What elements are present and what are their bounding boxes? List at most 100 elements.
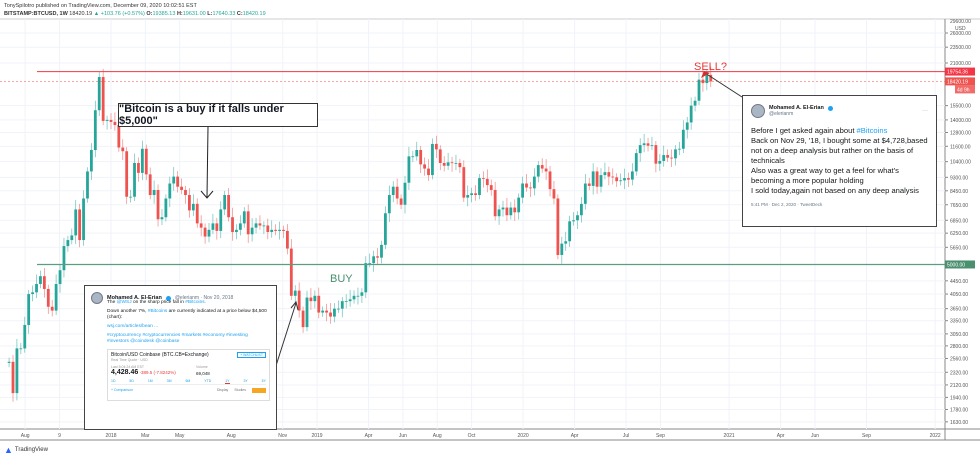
range-tab[interactable]: 1Y <box>225 379 230 384</box>
x-tick-label: Mar <box>141 433 150 439</box>
candle-body <box>301 310 305 328</box>
range-tab[interactable]: 3Y <box>243 379 248 383</box>
candle-body <box>670 157 673 159</box>
y-tick-label: 7650.00 <box>950 203 968 209</box>
candle-body <box>532 176 536 189</box>
avatar <box>91 292 103 304</box>
candle-body <box>86 171 89 199</box>
hashtag[interactable]: #Bitcoins <box>856 126 888 135</box>
hashtag[interactable]: #Bitcoins. <box>185 300 207 305</box>
open-value: 19385.13 <box>152 11 176 17</box>
candle-body <box>509 207 513 216</box>
candle-body <box>548 171 552 190</box>
x-tick-label: Sep <box>862 433 871 439</box>
x-tick-label: Jul <box>623 433 629 439</box>
t1-text: Down another 7%, <box>107 309 148 314</box>
y-tick-label: 1630.00 <box>950 420 968 426</box>
range-tab[interactable]: 6M <box>185 379 191 383</box>
candle-body <box>140 148 144 173</box>
range-tab[interactable]: 5D <box>129 379 134 383</box>
candle-body <box>74 209 78 236</box>
range-tab[interactable]: 3M <box>166 379 172 383</box>
x-tick-label: 2022 <box>930 433 941 439</box>
candle-body <box>485 178 489 186</box>
candle-body <box>227 195 230 218</box>
tweet-dec-2020: Mohamed A. El-Erian @elerianm ··· Before I… <box>742 95 937 227</box>
candle-body <box>333 308 336 317</box>
x-tick-label: 2021 <box>724 433 735 439</box>
candle-body <box>442 163 446 166</box>
candle-body <box>297 290 301 311</box>
y-tick-label: 2120.00 <box>950 383 968 389</box>
range-tab[interactable]: 1D <box>111 379 116 383</box>
y-tick-label: 4050.00 <box>950 292 968 298</box>
studies-button[interactable]: Studies <box>234 388 246 392</box>
chart-header: TonySpilotro published on TradingView.co… <box>4 2 266 18</box>
more-icon[interactable]: ··· <box>922 108 928 114</box>
sell-arrowhead <box>701 71 710 78</box>
candle-body <box>172 176 176 184</box>
avatar <box>751 104 765 118</box>
low-value: 17640.33 <box>212 11 236 17</box>
candle-body <box>395 186 399 199</box>
tweet-author: Mohamed A. El-Erian <box>769 105 824 111</box>
candle-body <box>415 149 419 157</box>
card-volume: 69,048 <box>196 371 210 376</box>
candle-body <box>603 172 607 176</box>
candle-body <box>215 223 219 231</box>
watchlist-button[interactable]: + WATCHLIST <box>237 352 266 358</box>
candle-body <box>144 148 148 175</box>
candle-body <box>90 149 93 172</box>
verified-icon <box>827 105 833 111</box>
candle-body <box>97 77 101 111</box>
price-change: ▲ +103.76 (+0.57%) <box>93 11 145 17</box>
article-link[interactable]: wsj.com/articles/bean ... <box>107 324 159 329</box>
quote-card[interactable]: Bitcoin/USD Coinbase (BTC.CB=Exchange) R… <box>107 349 270 401</box>
y-tick-label: 26000.00 <box>950 31 971 37</box>
candle-body <box>685 122 689 130</box>
candle-body <box>391 186 395 196</box>
candle-body <box>258 223 262 226</box>
candle-body <box>419 149 423 165</box>
candle-body <box>117 125 121 148</box>
candle-body <box>317 295 321 313</box>
candle-body <box>109 119 113 122</box>
hashtags[interactable]: #cryptocurrency #cryptocurrencies #marke… <box>107 333 248 344</box>
candle-body <box>434 143 438 150</box>
quote-arrowhead <box>200 190 214 199</box>
candle-body <box>125 151 129 197</box>
candle-body <box>82 198 85 241</box>
range-tab[interactable]: YTD <box>204 379 212 383</box>
buy-pointer-line <box>273 302 297 373</box>
t1-text: on the sharp price fall in <box>131 300 186 305</box>
comparison-button[interactable]: + Comparison <box>111 388 133 392</box>
candle-body <box>662 155 666 161</box>
hashtag[interactable]: #Bitcoins <box>147 309 168 314</box>
y-tick-label: 2560.00 <box>950 356 968 362</box>
card-price: 4,428.46 <box>111 369 139 376</box>
candle-body <box>529 187 532 189</box>
sell-price-label: 19754.36 <box>947 70 968 76</box>
candle-body <box>583 183 587 204</box>
range-tab[interactable]: 1M <box>147 379 153 383</box>
orange-button[interactable] <box>252 388 266 393</box>
candle-body <box>356 295 360 297</box>
range-tab[interactable]: 5Y <box>261 379 266 383</box>
candle-body <box>262 225 266 227</box>
candle-body <box>411 156 415 158</box>
candle-body <box>497 209 501 217</box>
candle-body <box>403 182 407 205</box>
display-button[interactable]: Display <box>216 388 229 392</box>
candle-body <box>105 119 109 121</box>
tradingview-logo[interactable]: ▲ TradingView <box>4 445 48 455</box>
candle-body <box>152 189 156 196</box>
candle-body <box>634 153 638 172</box>
candle-body <box>462 167 466 198</box>
candle-body <box>250 227 254 235</box>
y-tick-label: 2800.00 <box>950 344 968 350</box>
candle-body <box>454 163 458 164</box>
candle-body <box>450 162 454 164</box>
candle-body <box>650 145 654 146</box>
y-tick-label: 5650.00 <box>950 245 968 251</box>
wsj-mention[interactable]: @WSJ <box>116 300 132 305</box>
